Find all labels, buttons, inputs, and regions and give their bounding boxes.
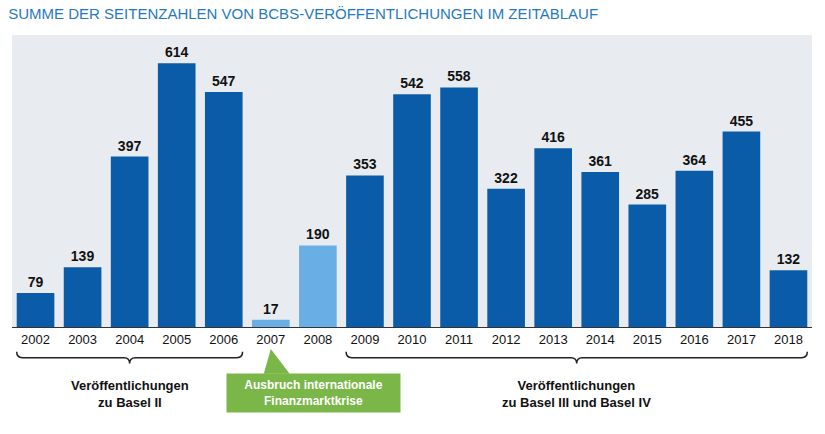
- svg-text:2013: 2013: [539, 332, 568, 347]
- svg-text:2002: 2002: [21, 332, 50, 347]
- svg-text:455: 455: [730, 113, 754, 129]
- svg-text:139: 139: [71, 248, 95, 264]
- svg-text:2012: 2012: [492, 332, 521, 347]
- svg-text:397: 397: [118, 138, 142, 154]
- svg-text:2010: 2010: [398, 332, 427, 347]
- svg-text:558: 558: [447, 68, 471, 84]
- svg-text:353: 353: [353, 156, 377, 172]
- svg-text:79: 79: [28, 274, 44, 290]
- svg-text:2005: 2005: [162, 332, 191, 347]
- svg-text:SUMME DER SEITENZAHLEN VON BCB: SUMME DER SEITENZAHLEN VON BCBS-VERÖFFEN…: [8, 5, 598, 22]
- svg-text:2011: 2011: [445, 332, 473, 347]
- svg-text:322: 322: [494, 170, 518, 186]
- svg-text:547: 547: [212, 73, 236, 89]
- svg-text:2017: 2017: [727, 332, 756, 347]
- svg-text:364: 364: [683, 152, 707, 168]
- svg-text:Veröffentlichungenzu Basel III: Veröffentlichungenzu Basel III und Basel…: [502, 378, 651, 410]
- svg-text:2003: 2003: [68, 332, 97, 347]
- svg-text:2007: 2007: [256, 332, 285, 347]
- svg-text:614: 614: [165, 44, 189, 60]
- svg-text:132: 132: [777, 251, 801, 267]
- svg-text:2016: 2016: [680, 332, 709, 347]
- svg-text:190: 190: [306, 226, 330, 242]
- svg-text:Veröffentlichungenzu Basel II: Veröffentlichungenzu Basel II: [71, 378, 189, 410]
- svg-text:542: 542: [400, 75, 424, 91]
- svg-text:2014: 2014: [586, 332, 615, 347]
- svg-text:2006: 2006: [209, 332, 238, 347]
- svg-text:361: 361: [588, 153, 612, 169]
- svg-text:17: 17: [263, 301, 279, 317]
- svg-text:2008: 2008: [303, 332, 332, 347]
- svg-text:2018: 2018: [774, 332, 803, 347]
- svg-text:2015: 2015: [633, 332, 662, 347]
- svg-text:Ausbruch internationaleFinanzm: Ausbruch internationaleFinanzmarktkrise: [244, 378, 382, 408]
- svg-text:2009: 2009: [350, 332, 379, 347]
- svg-text:285: 285: [636, 186, 660, 202]
- svg-text:2004: 2004: [115, 332, 144, 347]
- svg-text:416: 416: [541, 129, 565, 145]
